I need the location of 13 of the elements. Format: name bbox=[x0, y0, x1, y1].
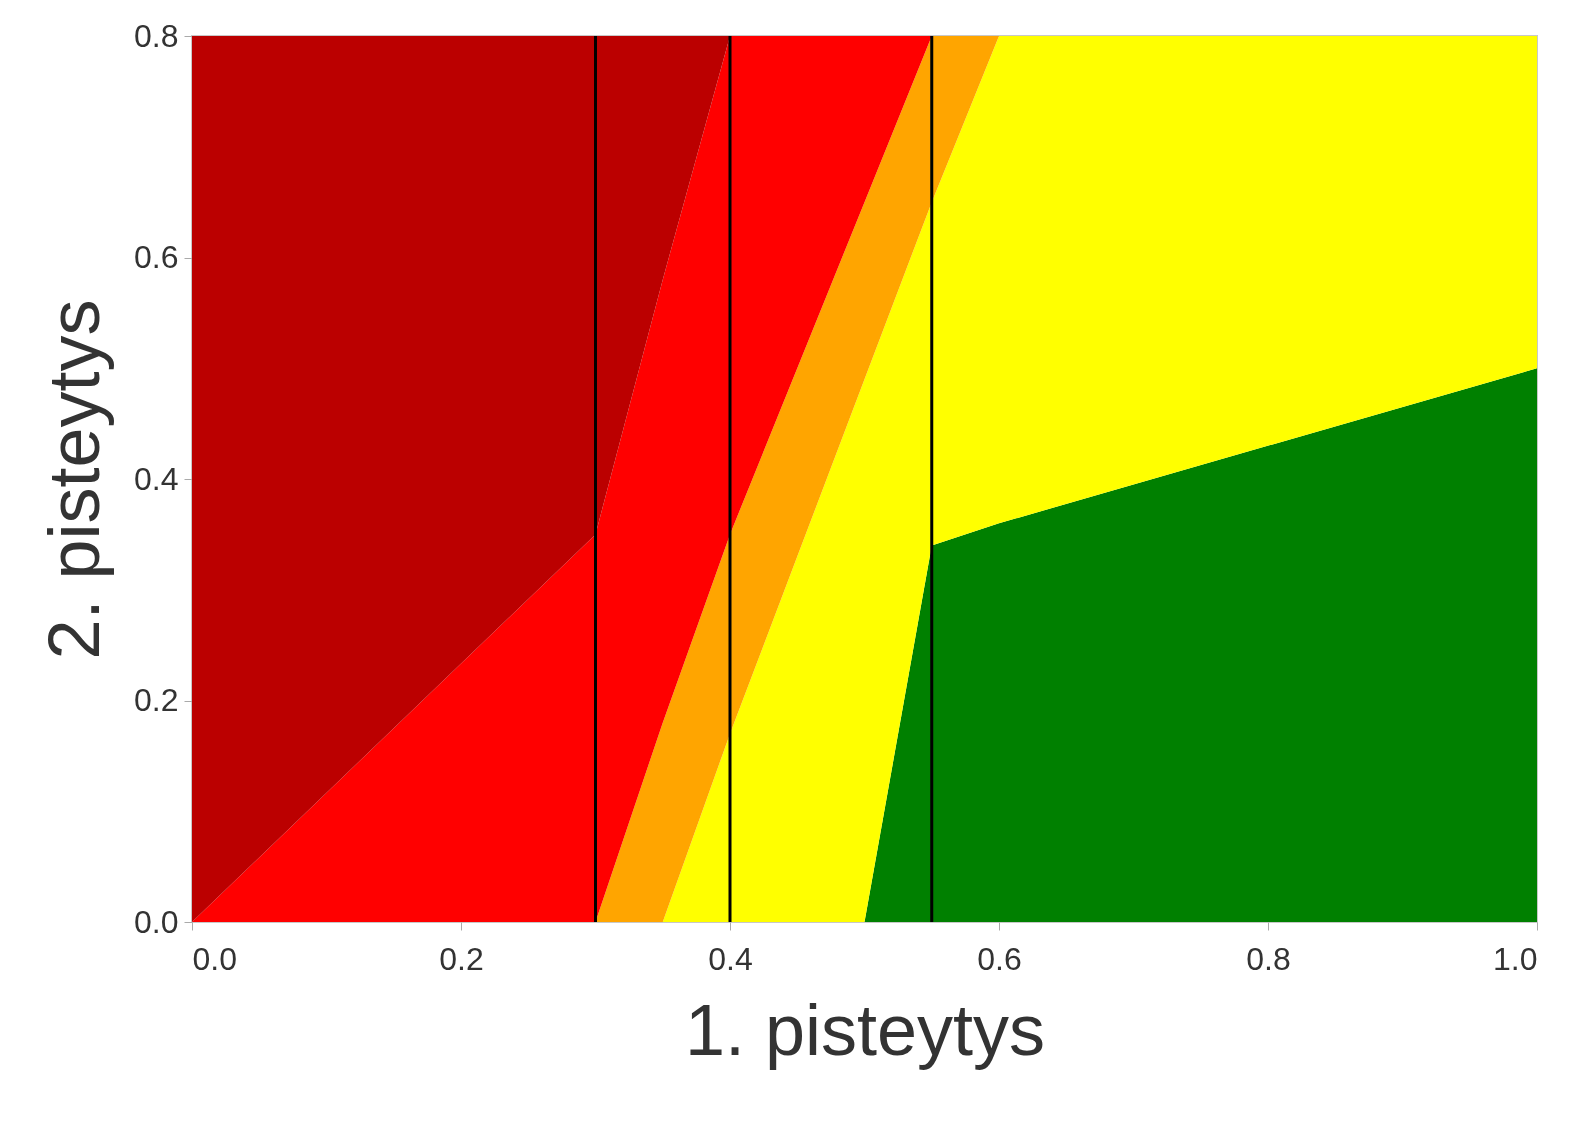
x-tick-label: 0.2 bbox=[439, 940, 484, 977]
y-tick-label: 0.6 bbox=[134, 239, 179, 275]
y-tick-label: 0.0 bbox=[134, 903, 179, 940]
x-axis-title: 1. pisteytys bbox=[684, 989, 1046, 1070]
x-tick-label: 1.0 bbox=[1493, 940, 1538, 977]
y-tick-label: 0.8 bbox=[134, 17, 179, 54]
x-tick-label: 0.8 bbox=[1246, 940, 1291, 977]
x-tick-label: 0.0 bbox=[192, 940, 237, 977]
y-tick-label: 0.4 bbox=[134, 460, 179, 497]
y-axis-title: 2. pisteytys bbox=[34, 299, 115, 660]
y-tick-label: 0.2 bbox=[134, 682, 179, 718]
x-tick-label: 0.6 bbox=[977, 940, 1022, 977]
x-tick-label: 0.4 bbox=[708, 940, 753, 977]
